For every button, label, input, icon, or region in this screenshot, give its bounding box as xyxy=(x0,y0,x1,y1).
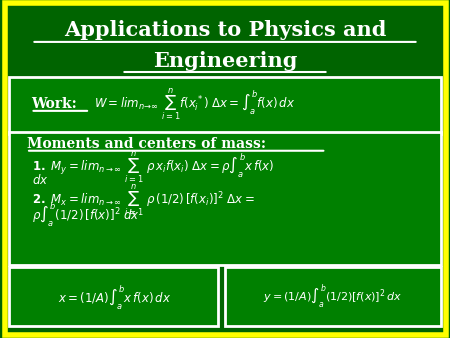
Text: $x = (1/A)\int_a^b x\,f(x)\,dx$: $x = (1/A)\int_a^b x\,f(x)\,dx$ xyxy=(58,283,171,311)
Text: Applications to Physics and: Applications to Physics and xyxy=(64,20,386,41)
Text: $\mathbf{1.}\ M_y = lim_{n\to\infty}\ \sum_{i=1}^{n}\ \rho\,x_i f(x_i)\ \Delta x: $\mathbf{1.}\ M_y = lim_{n\to\infty}\ \s… xyxy=(32,149,274,185)
FancyBboxPatch shape xyxy=(9,267,218,326)
Text: Engineering: Engineering xyxy=(153,51,297,71)
Text: $dx$: $dx$ xyxy=(32,173,48,187)
Text: Work:: Work: xyxy=(32,97,77,111)
FancyBboxPatch shape xyxy=(9,132,441,265)
Text: $\rho\int_a^b (1/2)\,[f(x)]^2\ dx$: $\rho\int_a^b (1/2)\,[f(x)]^2\ dx$ xyxy=(32,200,140,228)
Text: Moments and centers of mass:: Moments and centers of mass: xyxy=(27,137,266,151)
Text: $y = (1/A)\int_a^b (1/2)[f(x)]^2\,dx$: $y = (1/A)\int_a^b (1/2)[f(x)]^2\,dx$ xyxy=(263,283,403,311)
Text: $\mathbf{2.}\ M_x = lim_{n\to\infty}\ \sum_{i=1}^{n}\ \rho\,(1/2)\,[f(x_i)]^2\ \: $\mathbf{2.}\ M_x = lim_{n\to\infty}\ \s… xyxy=(32,182,254,218)
FancyBboxPatch shape xyxy=(225,267,441,326)
Text: $W = lim_{n\!\to\!\infty}\ \sum_{i=1}^{n} f(x_i^*)\ \Delta x = \int_a^b f(x)\,dx: $W = lim_{n\!\to\!\infty}\ \sum_{i=1}^{n… xyxy=(94,86,296,122)
FancyBboxPatch shape xyxy=(9,77,441,134)
FancyBboxPatch shape xyxy=(4,3,446,335)
